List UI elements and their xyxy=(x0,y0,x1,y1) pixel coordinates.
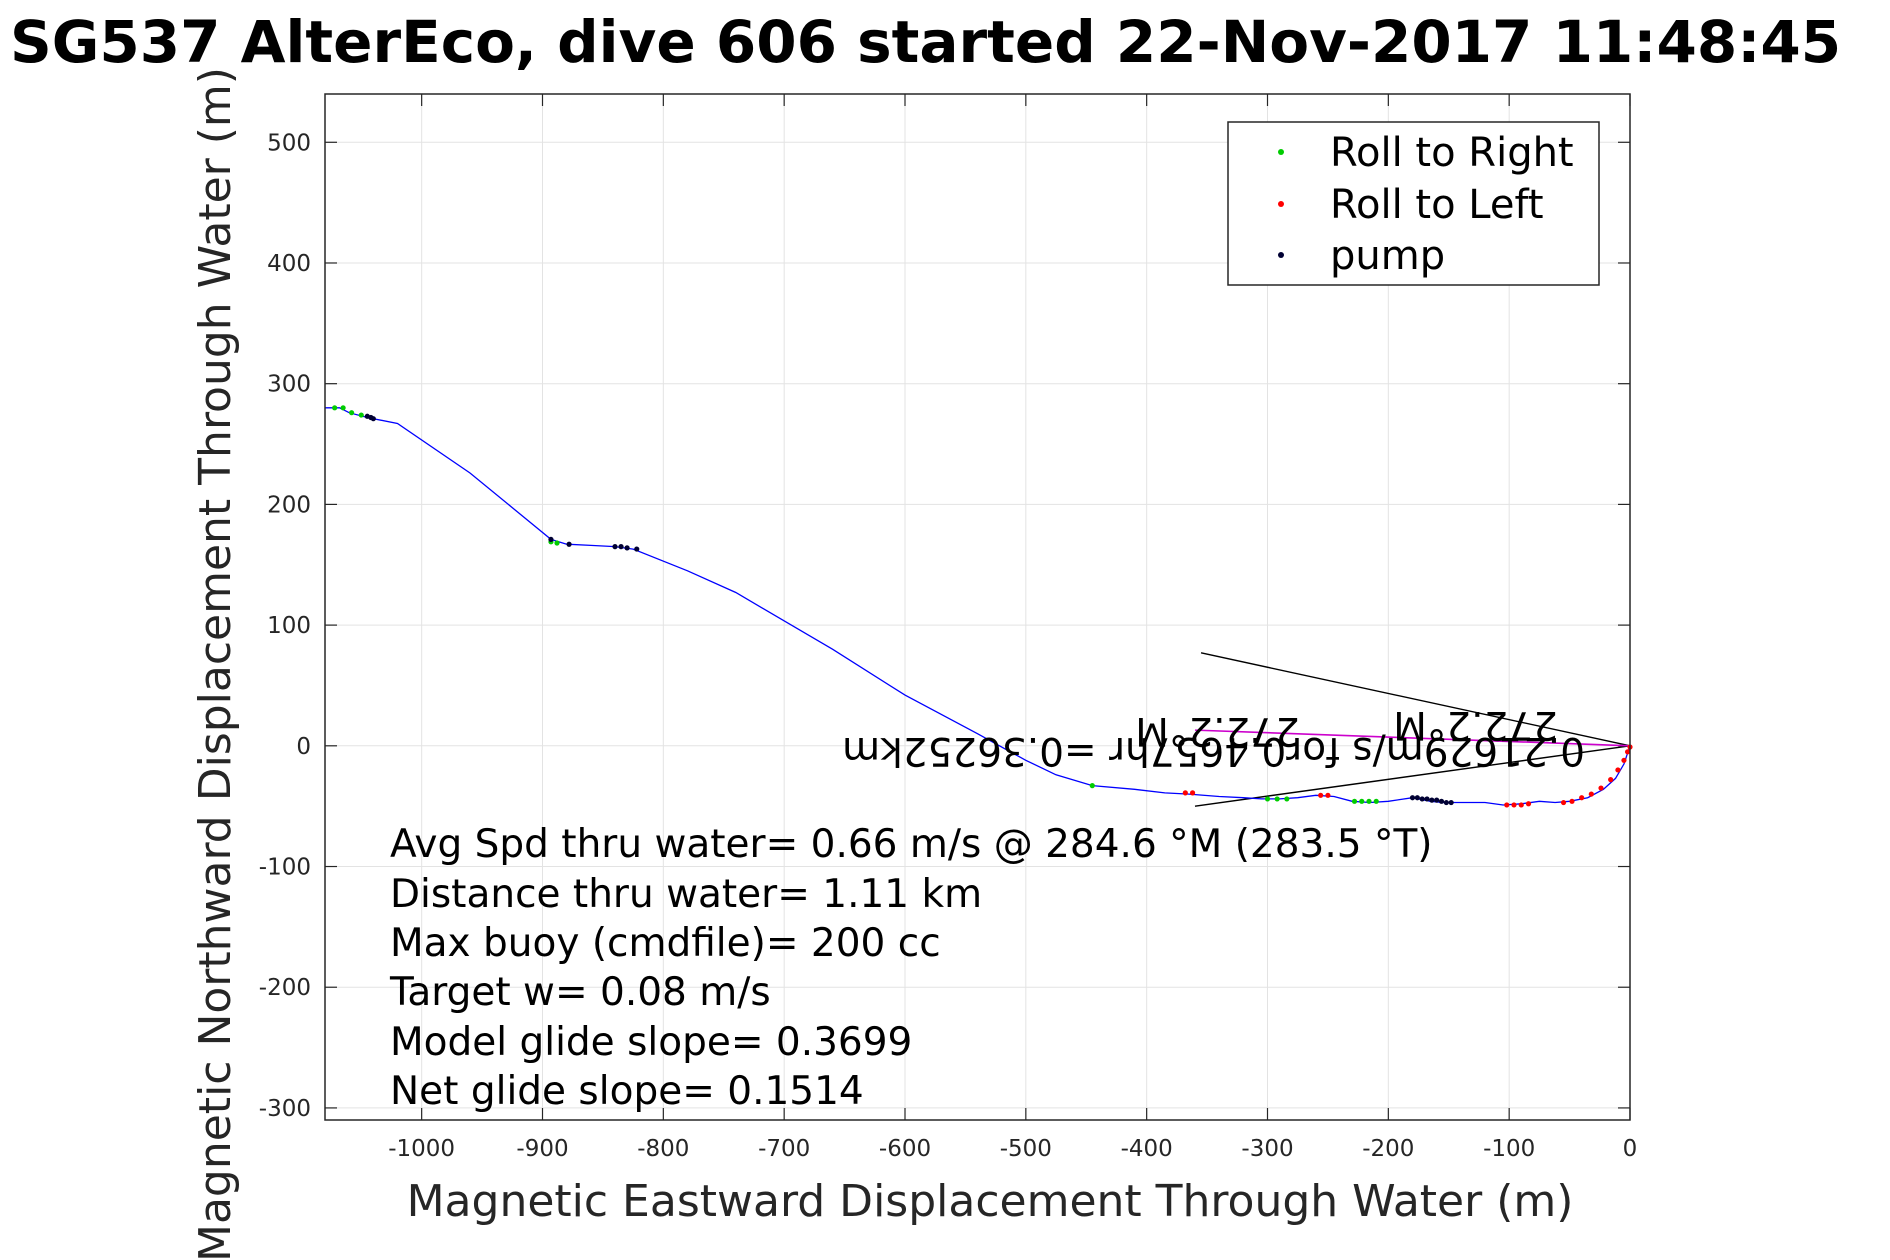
y-tick-label: -300 xyxy=(259,1096,311,1122)
chart-title: SG537 AlterEco, dive 606 started 22-Nov-… xyxy=(10,8,1841,76)
roll-right-point xyxy=(358,412,364,418)
y-tick-label: 100 xyxy=(267,613,311,639)
y-tick-label: -200 xyxy=(259,975,311,1001)
roll-right-point xyxy=(1373,798,1379,804)
stat-avg-speed: Avg Spd thru water= 0.66 m/s @ 284.6 °M … xyxy=(390,822,1433,867)
y-tick-label: 0 xyxy=(296,734,311,760)
roll-right-point xyxy=(1264,796,1271,802)
y-tick-label: 200 xyxy=(267,492,311,518)
plot-frame xyxy=(324,93,1631,1121)
legend-marker-roll-right xyxy=(1278,149,1284,155)
legend-label-roll-right: Roll to Right xyxy=(1330,130,1574,176)
pump-point xyxy=(1434,797,1440,803)
roll-left-point xyxy=(1579,795,1585,801)
roll-right-point xyxy=(1351,798,1358,804)
dive-track xyxy=(325,407,1631,806)
roll-right-point xyxy=(1274,796,1280,802)
roll-left-point xyxy=(1525,801,1532,807)
roll-left-point xyxy=(1318,792,1324,798)
pump-point xyxy=(1429,797,1435,803)
pump-point xyxy=(1424,796,1430,802)
y-tick-label: 300 xyxy=(267,372,311,398)
stat-model-glide: Model glide slope= 0.3699 xyxy=(390,1020,912,1065)
y-tick-label: 400 xyxy=(267,251,311,277)
roll-right-point xyxy=(554,540,560,546)
roll-left-point xyxy=(1325,792,1331,798)
heading-arrow-line xyxy=(1200,652,1631,747)
roll-left-point xyxy=(1624,749,1631,755)
x-tick-label: -100 xyxy=(1483,1136,1535,1162)
roll-right-point xyxy=(332,405,338,411)
pump-point xyxy=(566,541,572,547)
roll-left-point xyxy=(1621,757,1627,763)
roll-left-point xyxy=(1569,798,1575,804)
x-tick-label: 0 xyxy=(1623,1136,1638,1162)
stat-target-w: Target w= 0.08 m/s xyxy=(389,970,771,1015)
roll-left-point xyxy=(1598,785,1604,791)
pump-point xyxy=(634,546,640,552)
pump-point xyxy=(1419,796,1425,802)
legend: Roll to Right Roll to Left pump xyxy=(1227,121,1600,286)
pump-point xyxy=(548,536,554,543)
roll-right-point xyxy=(348,410,355,416)
roll-left-point xyxy=(1182,790,1188,796)
roll-left-point xyxy=(1518,802,1524,808)
roll-right-point xyxy=(1359,798,1365,804)
pump-point xyxy=(1414,795,1420,801)
legend-label-pump: pump xyxy=(1330,233,1445,279)
arrow-speed-label: 0.21629m/s for0.4657hr =0.36252km xyxy=(842,728,1585,773)
pump-point xyxy=(624,545,630,551)
pump-point xyxy=(1409,795,1416,801)
axis-ticks: -1000 -900 -800 -700 -600 -500 -400 -300 -200 -10… xyxy=(259,94,1638,1162)
legend-box xyxy=(1227,121,1600,286)
roll-right-point xyxy=(340,405,346,411)
roll-left-point xyxy=(1560,799,1567,806)
roll-right-point xyxy=(1366,798,1372,804)
track-line xyxy=(325,407,1631,806)
roll-right-point xyxy=(1089,783,1095,789)
x-tick-label: -400 xyxy=(1121,1136,1173,1162)
roll-left-point xyxy=(1588,791,1594,797)
roll-left-point xyxy=(1189,790,1196,796)
heading-arrows xyxy=(1194,652,1631,807)
legend-label-roll-left: Roll to Left xyxy=(1330,182,1544,228)
x-tick-label: -600 xyxy=(879,1136,931,1162)
roll-left-point xyxy=(1504,802,1510,808)
pump-point xyxy=(1448,799,1454,806)
heading-line xyxy=(1194,729,1631,747)
pump-point xyxy=(612,544,618,550)
x-tick-label: -1000 xyxy=(388,1136,455,1162)
stat-distance: Distance thru water= 1.11 km xyxy=(390,872,982,917)
roll-left-point xyxy=(1615,767,1621,773)
x-tick-label: -200 xyxy=(1362,1136,1414,1162)
stat-net-glide: Net glide slope= 0.1514 xyxy=(390,1069,864,1114)
roll-left-point xyxy=(1511,802,1517,808)
y-axis-label: Magnetic Northward Displacement Through … xyxy=(190,67,241,1260)
pump-point xyxy=(1438,798,1445,804)
pump-point xyxy=(1443,799,1449,806)
y-tick-label: -100 xyxy=(259,855,311,881)
x-tick-label: -800 xyxy=(637,1136,689,1162)
legend-marker-roll-left xyxy=(1278,201,1284,207)
x-tick-label: -700 xyxy=(758,1136,810,1162)
roll-right-point xyxy=(1284,796,1290,802)
pump-point xyxy=(370,416,376,422)
arrow-heading-label-1: 272.2°M xyxy=(1135,708,1300,753)
roll-left-point xyxy=(1608,777,1614,783)
x-tick-label: -500 xyxy=(1000,1136,1052,1162)
x-tick-label: -900 xyxy=(516,1136,568,1162)
pump-point xyxy=(618,544,624,550)
heading-arrow-line xyxy=(1194,745,1631,807)
y-tick-label: 500 xyxy=(267,130,311,156)
stat-max-buoy: Max buoy (cmdfile)= 200 cc xyxy=(390,921,941,966)
arrow-heading-label-2: 272.2°M xyxy=(1393,702,1558,747)
legend-marker-pump xyxy=(1278,252,1284,258)
marker-points xyxy=(332,405,1633,808)
x-tick-label: -300 xyxy=(1241,1136,1293,1162)
x-axis-label: Magnetic Eastward Displacement Through W… xyxy=(407,1176,1574,1227)
